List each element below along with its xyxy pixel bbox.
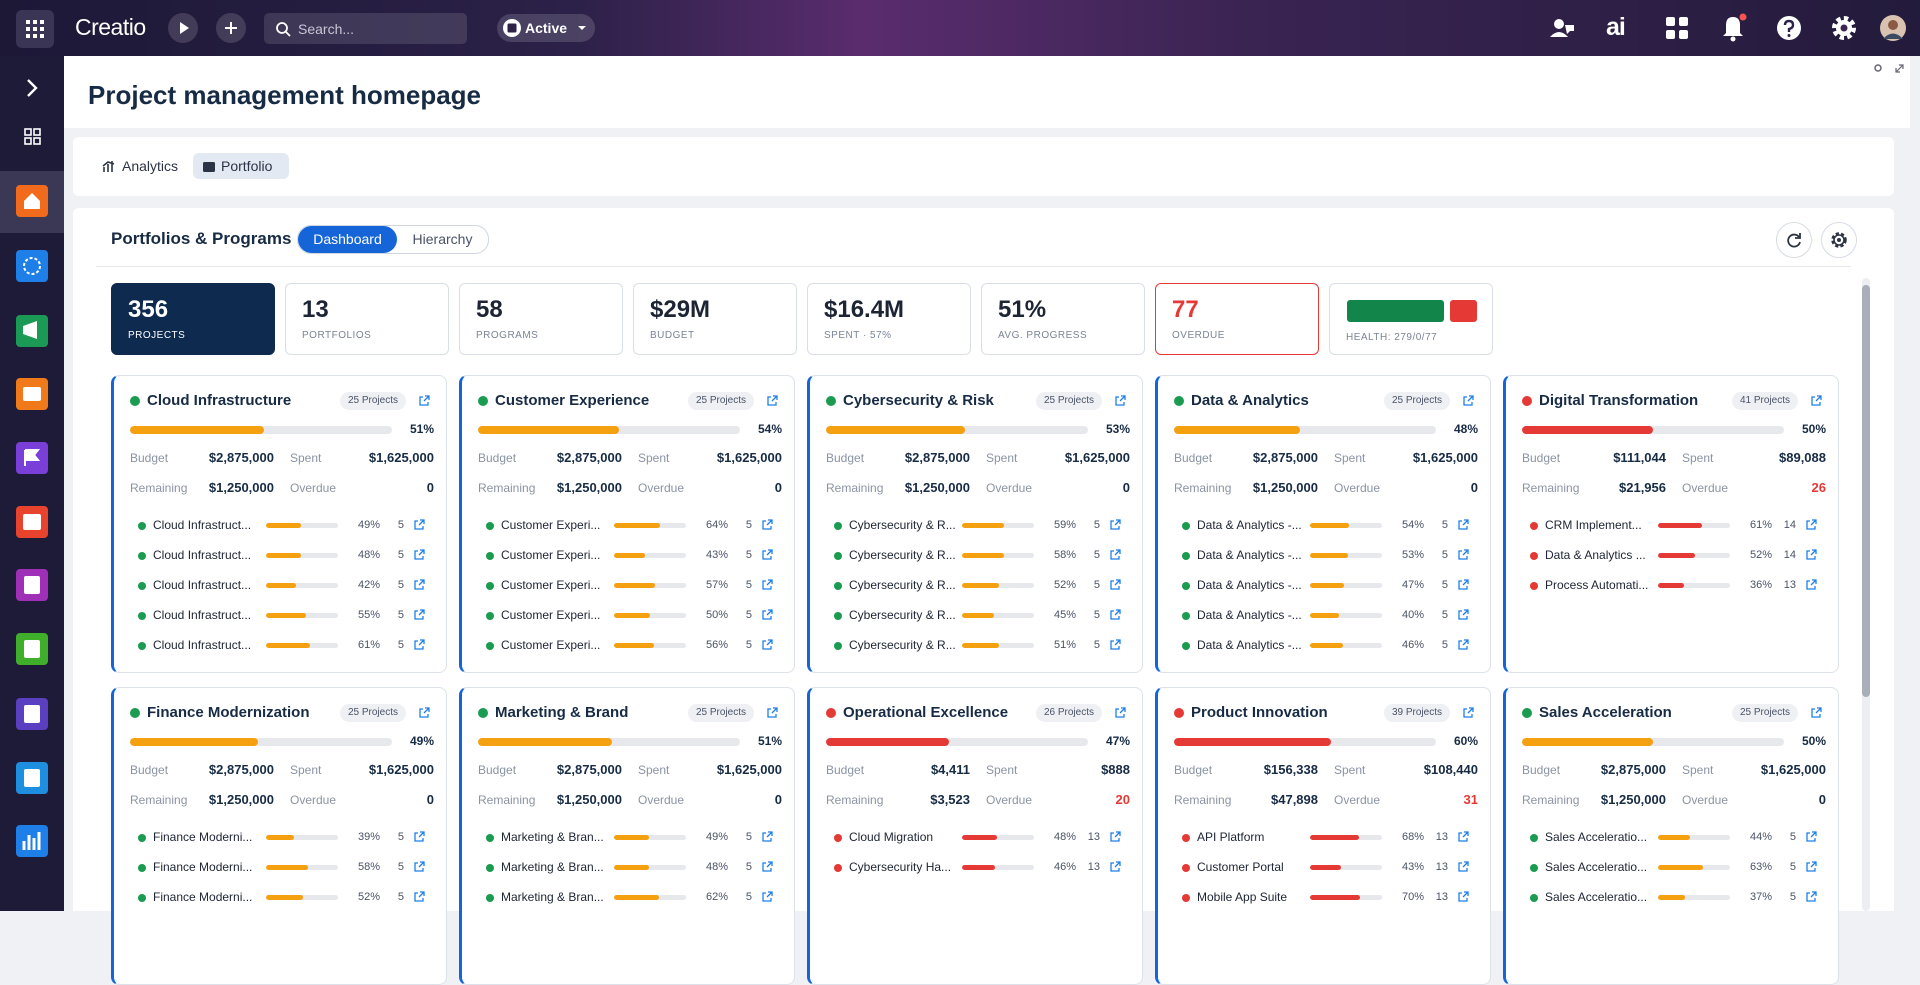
status-dropdown[interactable]: Active: [497, 14, 595, 42]
notifications-icon[interactable]: [1720, 12, 1748, 42]
page-title: Project management homepage: [88, 80, 481, 110]
community-icon[interactable]: [1548, 15, 1576, 41]
tab-label: Analytics: [122, 158, 179, 174]
user-avatar[interactable]: [1880, 15, 1906, 41]
help-icon[interactable]: [1775, 14, 1803, 42]
top-bar: Creatio Search... Active ai: [0, 0, 1920, 56]
tab-bar: Analytics Portfolio: [73, 137, 1894, 196]
ai-button[interactable]: ai: [1606, 13, 1626, 41]
tab[interactable]: Analytics: [94, 153, 184, 179]
sidebar-icons: [0, 79, 64, 857]
settings-icon[interactable]: [1830, 14, 1858, 42]
workplace-icon[interactable]: [24, 128, 41, 145]
add-button[interactable]: [216, 13, 246, 43]
apps-icon[interactable]: [1664, 15, 1690, 41]
section-title: Portfolios & Programs: [111, 229, 292, 248]
refresh-button[interactable]: [1776, 222, 1812, 258]
page-header: [64, 56, 1910, 128]
portfolio-panel: [73, 208, 1894, 911]
search-box[interactable]: Search...: [264, 13, 467, 44]
nav-items[interactable]: [16, 185, 48, 857]
divider: [96, 266, 1851, 267]
tab-active[interactable]: Portfolio: [193, 153, 289, 179]
app-menu[interactable]: [16, 10, 54, 48]
scrollbar-thumb[interactable]: [1862, 285, 1870, 697]
page-tools[interactable]: [1872, 62, 1906, 76]
sidebar: [0, 56, 64, 911]
settings-button[interactable]: [1821, 222, 1857, 258]
status-label: Active: [525, 20, 568, 36]
run-button[interactable]: [168, 13, 198, 43]
search-placeholder: Search...: [298, 21, 355, 37]
tab-label: Portfolio: [221, 158, 273, 174]
view-button[interactable]: Hierarchy: [412, 231, 473, 247]
expand-sidebar[interactable]: [27, 79, 38, 97]
logo: Creatio: [75, 14, 146, 40]
view-toggle: Dashboard Hierarchy: [297, 225, 489, 254]
view-button-active[interactable]: Dashboard: [298, 226, 397, 253]
